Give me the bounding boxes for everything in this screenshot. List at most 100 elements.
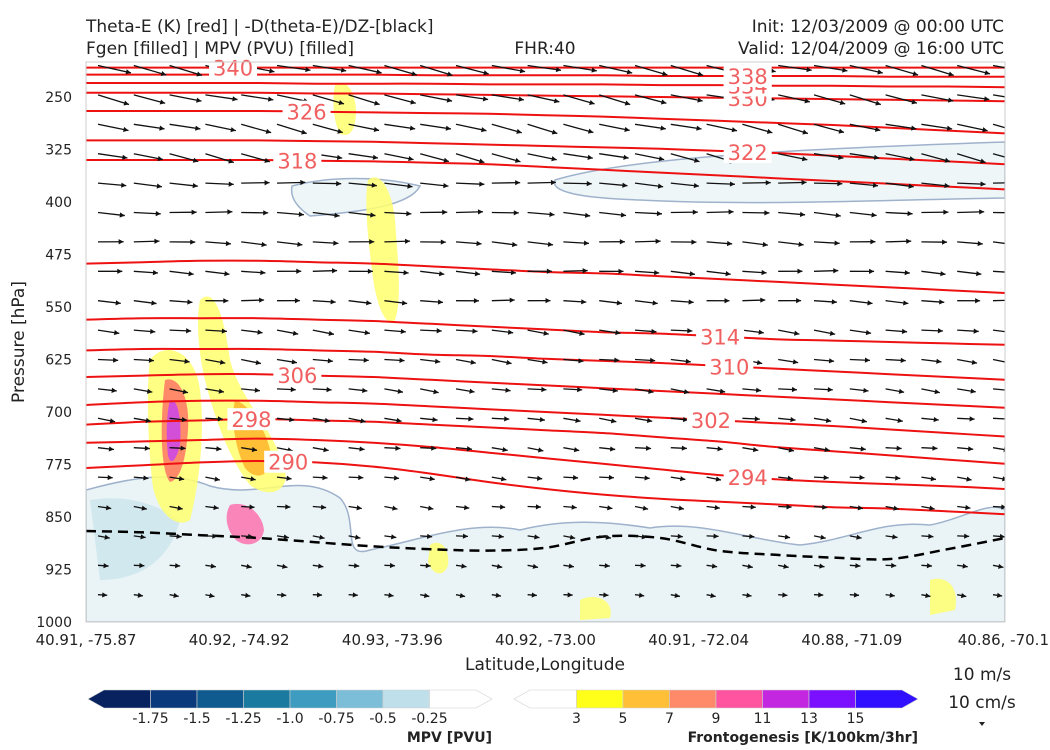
wind-vector-shaft (992, 358, 1005, 363)
wind-vector-head (1013, 242, 1018, 247)
wind-vector-head (612, 387, 618, 394)
filled-fields (86, 82, 1005, 622)
wind-vector-head (819, 563, 825, 569)
fgen-fill-left-center (166, 399, 181, 462)
wind-vector-head (406, 211, 412, 217)
wind-vector-head (725, 271, 731, 277)
wind-vector-head (1021, 68, 1026, 73)
wind-vector-head (255, 359, 261, 366)
wind-vector-shaft (384, 624, 392, 626)
wind-vector-head (389, 562, 396, 569)
wind-vector-shaft (992, 299, 1005, 302)
wind-vector-shaft (992, 388, 1005, 391)
wind-vector-shaft (670, 94, 703, 102)
wind-vector-head (682, 416, 689, 423)
wind-vector-head (622, 182, 628, 188)
wind-vector-shaft (169, 64, 203, 77)
wind-vector-head (159, 125, 165, 131)
wind-vector-head (924, 621, 925, 622)
wind-vector-head (182, 389, 189, 395)
mpv-fill-surface (86, 476, 1005, 622)
wind-vector-head (1009, 330, 1014, 335)
theta-e-contour-label: 314 (700, 326, 740, 350)
wind-vector-shaft (312, 123, 343, 134)
colorbar-tick-label: 5 (619, 711, 628, 727)
wind-vector-head (1007, 360, 1012, 365)
wind-vector-shaft (849, 123, 881, 131)
y-tick-label: 925 (45, 563, 72, 579)
wind-vector-shaft (527, 94, 560, 103)
wind-vector-head (964, 533, 970, 539)
wind-vector-shaft (276, 64, 311, 71)
colorbar-tick-label: 9 (712, 711, 721, 727)
wind-vector-shaft (169, 123, 201, 130)
wind-vector-head (897, 417, 903, 423)
wind-vector-head (937, 328, 943, 334)
wind-vector-shaft (563, 64, 597, 72)
wind-vector-head (928, 533, 934, 539)
wind-vector-head (208, 621, 209, 622)
wind-vector-head (933, 416, 939, 423)
wind-vector-head (715, 476, 722, 482)
wind-vector-head (109, 418, 116, 424)
wind-vector-head (509, 297, 515, 303)
wind-vector-head (615, 329, 621, 336)
wind-vector-head (427, 533, 433, 539)
wind-vector-head (411, 71, 417, 77)
wind-vector-head (783, 563, 789, 569)
wind-vector-head (691, 239, 697, 245)
wind-vector-head (801, 179, 807, 186)
wind-vector-head (553, 98, 560, 104)
wind-vector-head (323, 447, 329, 453)
wind-vector-shaft (634, 64, 668, 76)
wind-vector-shaft (813, 64, 848, 72)
wind-vector-head (652, 300, 658, 306)
wind-vector-head (156, 183, 162, 189)
wind-vector-head (579, 330, 585, 336)
mpv-fill-upper-right (553, 141, 1005, 204)
theta-e-contour-label: 326 (287, 101, 327, 125)
wind-vector-head (351, 622, 356, 627)
wind-vector-head (871, 212, 877, 218)
wind-vector-shaft (742, 123, 773, 134)
wind-vector-head (290, 386, 296, 393)
wind-vector-head (532, 563, 539, 569)
wind-vector-head (572, 475, 579, 481)
wind-vector-head (998, 563, 1004, 569)
wind-vector-shaft (885, 94, 918, 104)
wind-vector-head (468, 416, 474, 422)
theta-e-contour-label: 310 (709, 355, 749, 379)
wind-vector-head (975, 298, 981, 304)
wind-vector-shaft (992, 329, 1005, 333)
wind-vector-head (187, 299, 193, 305)
wind-vector-head (762, 241, 768, 248)
wind-vector-shaft (491, 94, 524, 101)
wind-vector-head (387, 622, 392, 627)
wind-vector-shaft (670, 123, 702, 130)
wind-vector-head (996, 592, 1003, 598)
theta-e-label-background (273, 364, 322, 387)
wind-vector-shaft (992, 270, 1005, 273)
wind-vector-head (870, 239, 876, 245)
wind-vector-head (289, 416, 295, 423)
wind-vector-head (265, 128, 272, 134)
wind-vector-head (446, 97, 453, 103)
wind-vector-shaft (957, 64, 991, 75)
wind-vector-head (359, 446, 365, 452)
wind-vector-shaft (455, 123, 487, 132)
theta-e-label-background (264, 450, 313, 473)
wind-vector-head (967, 446, 974, 452)
theta-e-label-background (273, 149, 322, 172)
wind-vector-head (396, 417, 402, 423)
wind-vector-shaft (599, 123, 630, 132)
wind-vector-head (984, 96, 990, 102)
wind-vector-shaft (491, 64, 526, 73)
wind-vector-shaft (634, 94, 667, 104)
wind-vector-head (264, 180, 270, 186)
wind-vector-head (443, 183, 449, 189)
wind-vector-head (976, 271, 982, 277)
wind-vector-shaft (778, 64, 812, 71)
title-right-line1: Init: 12/03/2009 @ 00:00 UTC (752, 17, 1004, 37)
wind-vector-head (392, 505, 398, 511)
wind-vector-head (685, 358, 691, 364)
